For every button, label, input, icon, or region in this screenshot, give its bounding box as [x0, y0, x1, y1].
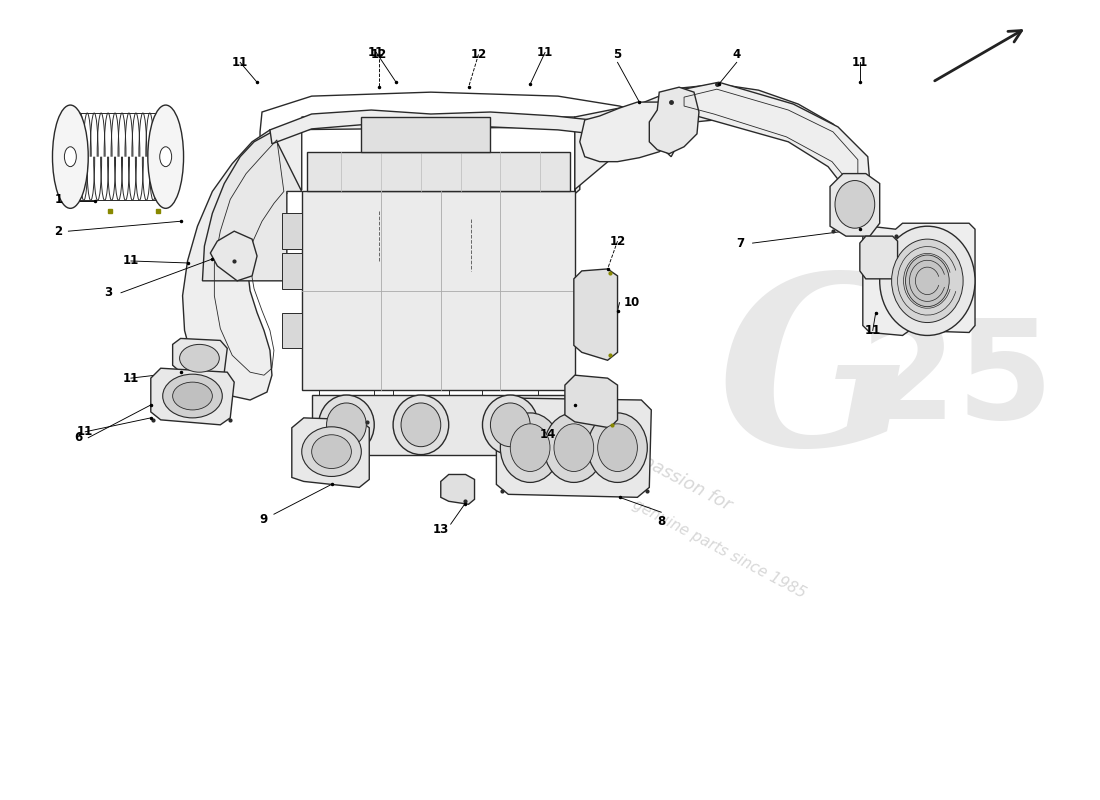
Polygon shape	[575, 84, 866, 203]
Text: 12: 12	[371, 48, 387, 61]
Ellipse shape	[500, 413, 560, 482]
Polygon shape	[649, 87, 698, 154]
Ellipse shape	[402, 403, 441, 446]
Text: 11: 11	[537, 46, 553, 59]
Text: 11: 11	[77, 426, 94, 438]
Ellipse shape	[892, 239, 964, 322]
Text: 4: 4	[733, 48, 740, 61]
Ellipse shape	[835, 181, 874, 228]
Polygon shape	[580, 102, 674, 162]
Ellipse shape	[163, 374, 222, 418]
Ellipse shape	[301, 427, 361, 477]
Polygon shape	[574, 269, 617, 360]
Text: 11: 11	[123, 254, 139, 267]
Polygon shape	[675, 82, 870, 195]
Polygon shape	[311, 395, 565, 454]
Ellipse shape	[65, 146, 76, 166]
Polygon shape	[183, 130, 287, 400]
Text: 12: 12	[471, 48, 486, 61]
Polygon shape	[301, 191, 575, 390]
Text: 9: 9	[260, 513, 268, 526]
Text: 11: 11	[865, 324, 881, 337]
Text: 11: 11	[123, 372, 139, 385]
Polygon shape	[860, 236, 898, 279]
Text: a passion for: a passion for	[624, 444, 735, 514]
Text: 11: 11	[368, 46, 384, 59]
Ellipse shape	[393, 395, 449, 454]
Ellipse shape	[179, 344, 219, 372]
Polygon shape	[565, 375, 617, 428]
Polygon shape	[292, 418, 370, 487]
Polygon shape	[862, 223, 975, 335]
Text: 6: 6	[74, 431, 82, 444]
Polygon shape	[361, 117, 491, 152]
Ellipse shape	[544, 413, 604, 482]
Text: 7: 7	[737, 237, 745, 250]
Polygon shape	[173, 338, 228, 378]
Ellipse shape	[319, 395, 374, 454]
Text: 8: 8	[657, 514, 665, 528]
Polygon shape	[151, 368, 234, 425]
Ellipse shape	[597, 424, 637, 471]
Polygon shape	[270, 110, 669, 144]
Ellipse shape	[311, 434, 351, 469]
Text: 1: 1	[54, 193, 63, 206]
Text: 5: 5	[614, 48, 622, 61]
Polygon shape	[270, 117, 580, 197]
Polygon shape	[282, 253, 301, 289]
Ellipse shape	[483, 395, 538, 454]
Polygon shape	[210, 231, 257, 281]
Text: 14: 14	[540, 428, 557, 442]
Polygon shape	[282, 214, 301, 249]
Ellipse shape	[160, 146, 172, 166]
Ellipse shape	[510, 424, 550, 471]
Text: 11: 11	[851, 56, 868, 69]
Text: G: G	[717, 266, 918, 494]
Ellipse shape	[53, 105, 88, 208]
Text: 11: 11	[232, 56, 249, 69]
Ellipse shape	[587, 413, 647, 482]
Text: genuine parts since 1985: genuine parts since 1985	[629, 497, 808, 601]
Text: 25: 25	[860, 313, 1054, 448]
Text: 2: 2	[54, 225, 63, 238]
Ellipse shape	[147, 105, 184, 208]
Polygon shape	[307, 152, 570, 191]
Ellipse shape	[905, 255, 949, 306]
Text: 12: 12	[609, 234, 626, 248]
Ellipse shape	[491, 403, 530, 446]
Ellipse shape	[327, 403, 366, 446]
Polygon shape	[282, 313, 301, 348]
Ellipse shape	[880, 226, 975, 335]
Polygon shape	[202, 132, 301, 281]
Polygon shape	[830, 174, 880, 236]
Text: 3: 3	[104, 286, 112, 299]
Ellipse shape	[554, 424, 594, 471]
Polygon shape	[441, 474, 474, 504]
Polygon shape	[496, 398, 651, 498]
Text: 13: 13	[432, 522, 449, 535]
Text: 10: 10	[624, 296, 639, 309]
Ellipse shape	[173, 382, 212, 410]
